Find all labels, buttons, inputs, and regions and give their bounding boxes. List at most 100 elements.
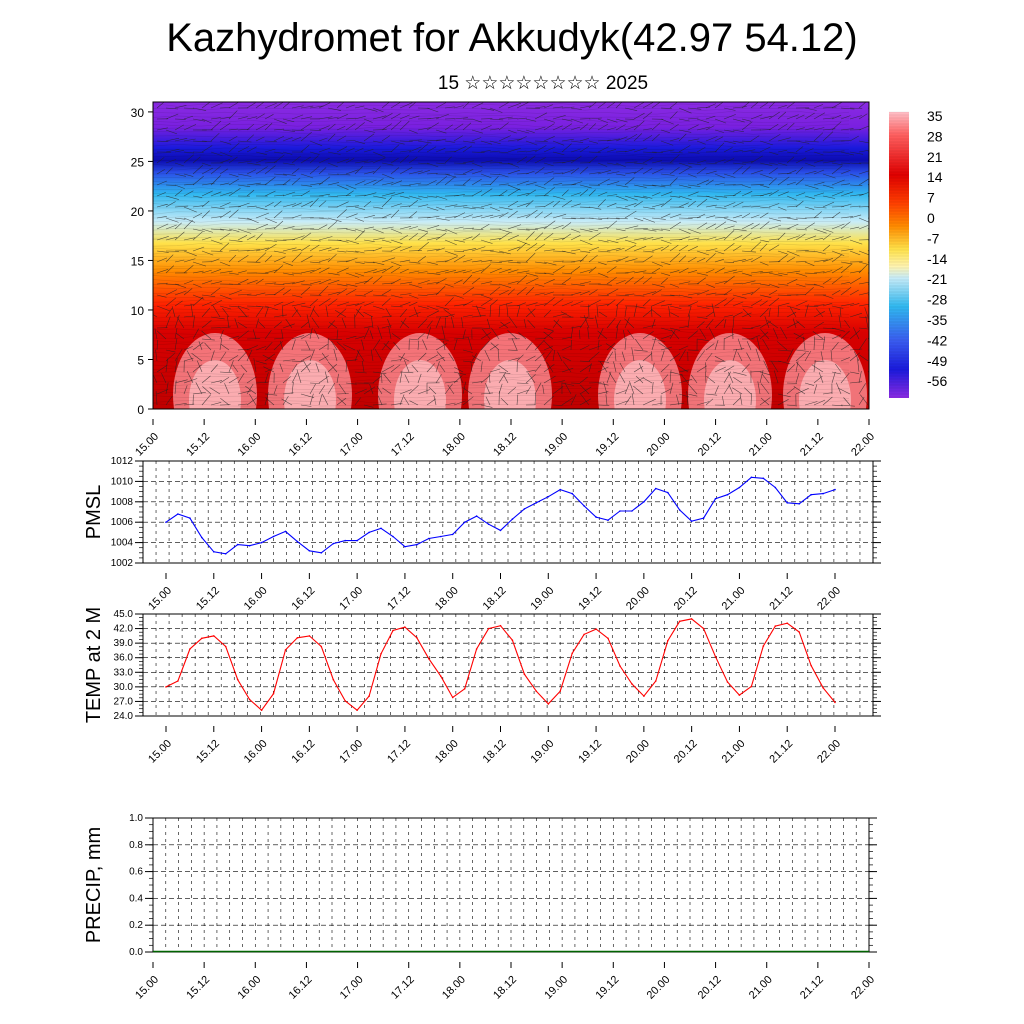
wind-barb	[651, 203, 664, 208]
wind-barb	[618, 372, 626, 384]
wind-barb	[516, 202, 530, 208]
wind-barb	[426, 215, 440, 219]
wind-barb	[642, 184, 657, 187]
wind-barb	[830, 349, 833, 362]
wind-barb	[714, 339, 719, 351]
wind-barb	[264, 341, 273, 351]
wind-barb	[228, 173, 239, 178]
x-tick-label: 16.12	[287, 431, 315, 459]
wind-barb	[624, 318, 635, 329]
wind-barb	[552, 195, 566, 200]
wind-barb	[858, 225, 869, 230]
wind-barb	[435, 113, 450, 120]
wind-barb	[696, 321, 705, 329]
data-point	[392, 535, 394, 538]
wind-barb	[417, 143, 429, 153]
wind-barb	[552, 125, 563, 131]
wind-barb	[383, 373, 392, 384]
x-tick-label: 18.00	[440, 431, 468, 459]
wind-barb	[867, 217, 869, 219]
wind-barb	[552, 183, 563, 186]
wind-barb	[570, 266, 581, 274]
wind-barb	[390, 294, 403, 299]
wind-barb	[723, 107, 736, 111]
wind-barb	[480, 188, 493, 197]
wind-barb	[417, 195, 428, 199]
wind-barb	[768, 217, 782, 222]
wind-barb	[651, 192, 661, 197]
wind-barb	[165, 217, 179, 223]
x-tick-label: 18.12	[481, 738, 509, 766]
wind-barb	[723, 333, 735, 340]
wind-barb	[210, 350, 215, 362]
wind-barb	[363, 118, 373, 123]
wind-barb	[435, 278, 447, 285]
wind-barb	[750, 283, 761, 285]
wind-barb	[543, 136, 555, 142]
wind-barb	[282, 301, 295, 307]
data-point	[451, 696, 454, 699]
wind-barb	[759, 115, 772, 120]
data-point	[380, 527, 382, 530]
wind-barb	[372, 261, 385, 265]
wind-barb	[399, 353, 405, 362]
wind-barb	[543, 364, 555, 373]
wind-barb	[561, 301, 573, 307]
wind-barb	[732, 214, 743, 219]
wind-barb	[579, 118, 591, 120]
wind-barb	[732, 397, 742, 406]
wind-barb	[606, 259, 621, 263]
wind-barb	[281, 305, 284, 318]
wind-barb	[385, 307, 392, 318]
wind-barb	[201, 190, 213, 197]
wind-barb	[858, 370, 862, 384]
data-point	[368, 531, 370, 534]
wind-barb	[264, 293, 277, 296]
wind-barb	[795, 140, 810, 144]
wind-barb	[857, 358, 860, 373]
wind-barb	[732, 282, 743, 285]
wind-barb	[543, 162, 554, 167]
wind-barb	[507, 188, 520, 197]
wind-barb	[561, 189, 569, 197]
wind-barb	[183, 124, 197, 131]
isoline	[153, 347, 850, 351]
wind-barb	[858, 303, 869, 307]
wind-barb	[831, 305, 844, 309]
wind-barb	[393, 342, 401, 351]
wind-barb	[453, 279, 463, 285]
wind-barb	[417, 140, 432, 144]
wind-barb	[831, 165, 843, 175]
wind-barb	[525, 200, 534, 208]
wind-barb	[219, 158, 231, 164]
wind-barb	[417, 255, 426, 263]
wind-barb	[219, 168, 229, 175]
wind-barb	[408, 200, 418, 208]
wind-barb	[436, 351, 446, 362]
isoline	[153, 267, 850, 271]
wind-barb	[273, 210, 283, 219]
wind-barb	[858, 170, 869, 175]
wind-barb	[246, 228, 257, 230]
wind-barb	[345, 303, 360, 307]
wind-barb	[220, 343, 230, 351]
wind-barb	[363, 226, 374, 230]
wind-barb	[570, 167, 580, 175]
wind-barb	[343, 344, 356, 351]
wind-barb	[795, 294, 806, 296]
wind-barb	[570, 228, 581, 233]
wind-barb	[192, 205, 204, 208]
isoline	[153, 135, 850, 139]
wind-barb	[324, 371, 329, 384]
wind-barb	[503, 374, 509, 384]
wind-barb	[309, 197, 319, 208]
wind-barb	[831, 102, 843, 109]
wind-barb	[345, 288, 357, 296]
data-point	[738, 486, 741, 489]
wind-barb	[498, 283, 512, 288]
x-tick-label: 15.00	[133, 974, 161, 1002]
wind-barb	[498, 183, 509, 186]
x-tick-label: 17.00	[337, 585, 365, 613]
wind-barb	[228, 360, 234, 373]
isoline	[153, 395, 850, 399]
